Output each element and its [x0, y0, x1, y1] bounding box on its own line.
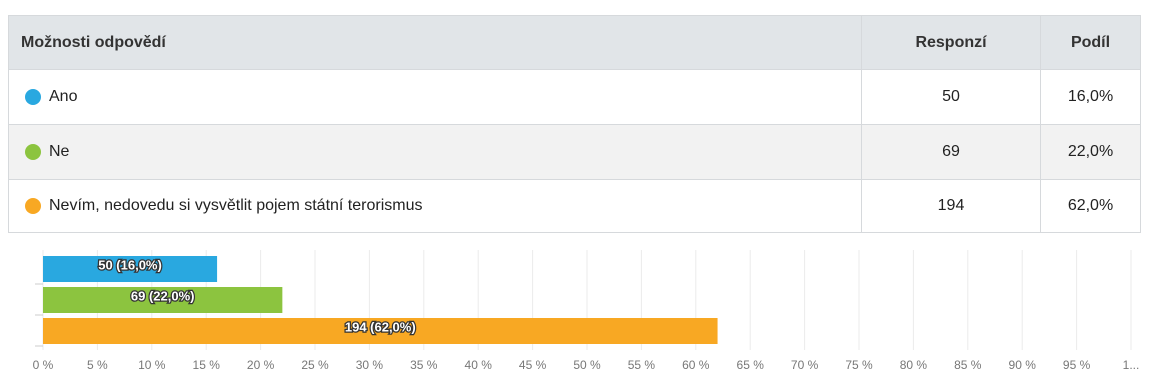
cell-text: Ano — [49, 88, 78, 105]
table-cell: 22,0% — [1041, 125, 1141, 180]
bar — [43, 318, 718, 344]
x-tick-label: 30 % — [356, 358, 384, 372]
x-tick-label: 20 % — [247, 358, 275, 372]
table-cell: 62,0% — [1041, 180, 1141, 233]
cell-text: 69 — [942, 143, 960, 160]
cell-text: Ne — [49, 143, 70, 160]
bar — [43, 256, 218, 282]
cell-text: 194 — [937, 197, 965, 214]
cell-text: Možnosti odpovědí — [21, 33, 166, 51]
table-cell: 16,0% — [1041, 70, 1141, 125]
x-tick-label: 50 % — [573, 358, 601, 372]
cell-text: 22,0% — [1067, 143, 1114, 160]
bar-label: 50 (16,0%) — [98, 257, 162, 272]
cell-text: 50 — [942, 88, 960, 105]
header-cell: Responzí — [862, 15, 1041, 70]
x-tick-label: 95 % — [1063, 358, 1091, 372]
cell-text: 62,0% — [1067, 197, 1114, 214]
legend-dot — [25, 89, 41, 105]
x-tick-label: 25 % — [301, 358, 329, 372]
x-tick-label: 90 % — [1009, 358, 1037, 372]
cell-text: Podíl — [1070, 33, 1111, 51]
table-cell: Ano — [8, 70, 862, 125]
table-cell: 69 — [862, 125, 1041, 180]
x-tick-label: 15 % — [193, 358, 221, 372]
table-cell: Nevím, nedovedu si vysvětlit pojem státn… — [8, 180, 862, 233]
cell-text: Nevím, nedovedu si vysvětlit pojem státn… — [49, 197, 423, 214]
cell-text: 16,0% — [1067, 88, 1114, 105]
header-cell: Možnosti odpovědí — [8, 15, 862, 70]
x-tick-label: 80 % — [900, 358, 928, 372]
bar-label: 194 (62,0%) — [345, 319, 416, 334]
x-tick-label: 85 % — [954, 358, 982, 372]
header-cell: Podíl — [1041, 15, 1141, 70]
x-tick-label: 70 % — [791, 358, 819, 372]
x-tick-label: 40 % — [465, 358, 493, 372]
cell-text: Responzí — [915, 33, 987, 51]
x-tick-label: 45 % — [519, 358, 547, 372]
table-cell: 194 — [862, 180, 1041, 233]
x-tick-label: 75 % — [845, 358, 873, 372]
table-cell: Ne — [8, 125, 862, 180]
bar-label: 69 (22,0%) — [131, 288, 195, 303]
x-tick-label: 55 % — [628, 358, 656, 372]
x-tick-label: 35 % — [410, 358, 438, 372]
x-tick-label: 0 % — [33, 358, 54, 372]
x-tick-label: 5 % — [87, 358, 108, 372]
bar — [43, 287, 283, 313]
x-tick-label: 60 % — [682, 358, 710, 372]
legend-dot — [25, 198, 41, 214]
x-tick-label: 1... — [1123, 358, 1140, 372]
table-cell: 50 — [862, 70, 1041, 125]
x-tick-label: 10 % — [138, 358, 166, 372]
x-tick-label: 65 % — [737, 358, 765, 372]
legend-dot — [25, 144, 41, 160]
